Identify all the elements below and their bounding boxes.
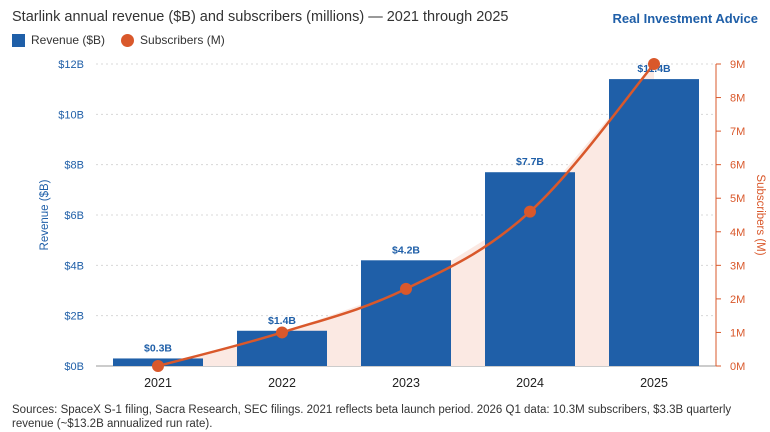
legend-label-revenue: Revenue ($B) bbox=[31, 33, 106, 47]
x-tick-label: 2025 bbox=[640, 376, 668, 390]
bar-value-label: $7.7B bbox=[516, 156, 544, 168]
legend-item-subscribers: Subscribers (M) bbox=[121, 33, 225, 47]
y-tick-label-right: 4M bbox=[730, 227, 745, 239]
legend-item-revenue: Revenue ($B) bbox=[12, 33, 105, 47]
y-tick-label-right: 0M bbox=[730, 361, 745, 373]
y-tick-label-right: 6M bbox=[730, 160, 745, 172]
brand-logo: Real Investment Advice bbox=[612, 11, 758, 26]
legend-swatch-subscribers bbox=[121, 33, 135, 47]
subscribers-point bbox=[152, 360, 164, 372]
subscribers-point bbox=[400, 282, 412, 295]
chart-title: Starlink annual revenue ($B) and subscri… bbox=[12, 9, 509, 25]
bar-revenue bbox=[609, 79, 699, 366]
y-tick-label-right: 9M bbox=[730, 59, 745, 71]
bar-value-label: $4.2B bbox=[392, 244, 420, 256]
y-tick-label-left: $6B bbox=[64, 210, 84, 222]
x-tick-label: 2023 bbox=[392, 376, 420, 390]
y-tick-label-right: 3M bbox=[730, 260, 745, 272]
y-tick-label-right: 8M bbox=[730, 93, 745, 105]
y-tick-label-right: 1M bbox=[730, 327, 745, 339]
y-tick-label-right: 2M bbox=[730, 294, 745, 306]
subscribers-point bbox=[648, 58, 660, 70]
subscribers-point bbox=[524, 205, 536, 218]
y-tick-label-left: $2B bbox=[64, 311, 84, 323]
legend: Revenue ($B) Subscribers (M) bbox=[12, 33, 225, 47]
bar-revenue bbox=[485, 172, 575, 366]
legend-swatch-revenue bbox=[12, 33, 25, 47]
source-note: Sources: SpaceX S-1 filing, Sacra Resear… bbox=[12, 404, 732, 430]
bar-value-label: $0.3B bbox=[144, 342, 172, 354]
y-tick-label-left: $10B bbox=[58, 109, 84, 121]
x-tick-label: 2022 bbox=[268, 376, 296, 390]
y-tick-label-left: $8B bbox=[64, 160, 84, 172]
subscribers-point bbox=[276, 326, 288, 339]
y-tick-label-right: 5M bbox=[730, 193, 745, 205]
y-tick-label-left: $12B bbox=[58, 59, 84, 71]
x-tick-label: 2021 bbox=[144, 376, 172, 390]
bar-revenue bbox=[361, 260, 451, 366]
bar-value-label: $1.4B bbox=[268, 315, 296, 327]
legend-label-subscribers: Subscribers (M) bbox=[140, 33, 225, 47]
y-tick-label-right: 7M bbox=[730, 126, 745, 138]
y-axis-label-right: Subscribers (M) bbox=[754, 174, 766, 255]
y-tick-label-left: $4B bbox=[64, 260, 84, 272]
x-tick-label: 2024 bbox=[516, 376, 544, 390]
y-axis-label-left: Revenue ($B) bbox=[39, 179, 51, 250]
y-tick-label-left: $0B bbox=[64, 361, 84, 373]
